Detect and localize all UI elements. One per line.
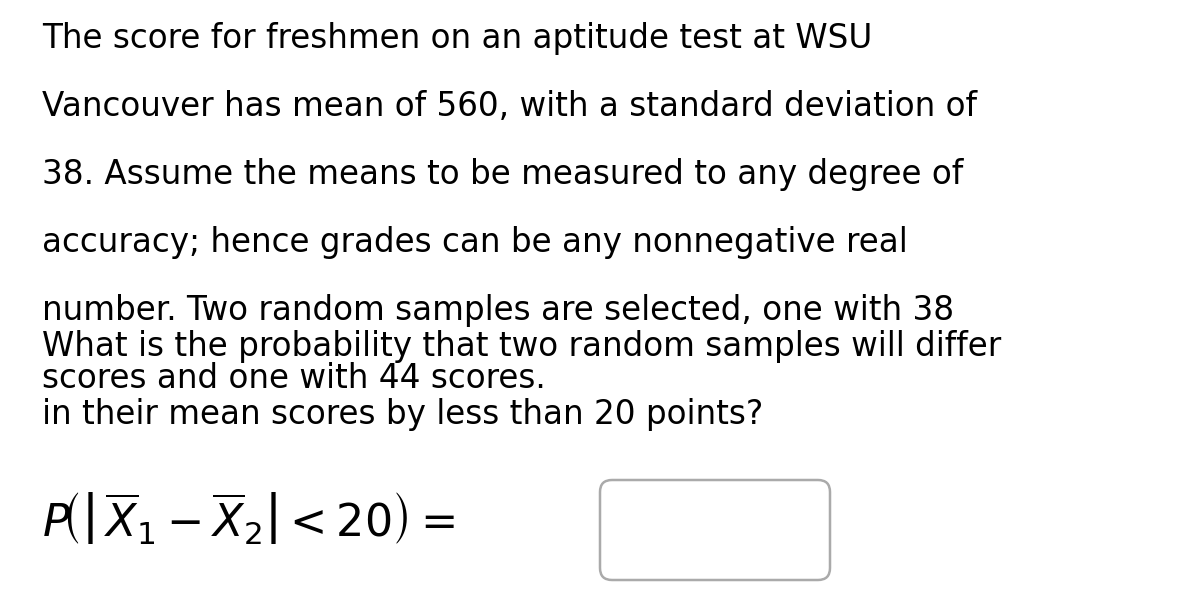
Text: number. Two random samples are selected, one with 38: number. Two random samples are selected,… [42, 294, 954, 327]
Text: Vancouver has mean of 560, with a standard deviation of: Vancouver has mean of 560, with a standa… [42, 90, 977, 123]
Text: The score for freshmen on an aptitude test at WSU: The score for freshmen on an aptitude te… [42, 22, 872, 55]
Text: accuracy; hence grades can be any nonnegative real: accuracy; hence grades can be any nonneg… [42, 226, 907, 259]
Text: in their mean scores by less than 20 points?: in their mean scores by less than 20 poi… [42, 398, 763, 431]
Text: 38. Assume the means to be measured to any degree of: 38. Assume the means to be measured to a… [42, 158, 964, 191]
FancyBboxPatch shape [600, 480, 830, 580]
Text: What is the probability that two random samples will differ: What is the probability that two random … [42, 330, 1001, 363]
Text: scores and one with 44 scores.: scores and one with 44 scores. [42, 362, 546, 395]
Text: $P\!\left(\left|\,\overline{X}_1 - \overline{X}_2\right| < 20\right) =$: $P\!\left(\left|\,\overline{X}_1 - \over… [42, 490, 455, 546]
